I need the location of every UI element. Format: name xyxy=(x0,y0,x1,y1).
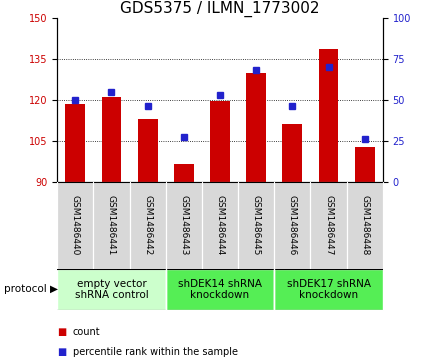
Text: GSM1486448: GSM1486448 xyxy=(360,195,369,255)
Bar xyxy=(129,182,166,269)
Bar xyxy=(57,182,93,269)
Bar xyxy=(274,182,311,269)
Bar xyxy=(238,182,274,269)
Bar xyxy=(274,269,383,310)
Text: GSM1486442: GSM1486442 xyxy=(143,195,152,255)
Text: shDEK17 shRNA
knockdown: shDEK17 shRNA knockdown xyxy=(286,279,370,300)
Bar xyxy=(166,269,274,310)
Text: shDEK14 shRNA
knockdown: shDEK14 shRNA knockdown xyxy=(178,279,262,300)
Bar xyxy=(66,104,85,182)
Text: empty vector
shRNA control: empty vector shRNA control xyxy=(75,279,148,300)
Text: ■: ■ xyxy=(57,347,66,357)
Bar xyxy=(282,125,302,182)
Bar xyxy=(166,182,202,269)
Text: count: count xyxy=(73,327,100,337)
Text: percentile rank within the sample: percentile rank within the sample xyxy=(73,347,238,357)
Text: ■: ■ xyxy=(57,327,66,337)
Bar xyxy=(319,49,338,182)
Bar xyxy=(174,164,194,182)
Bar xyxy=(57,269,166,310)
Text: GSM1486446: GSM1486446 xyxy=(288,195,297,255)
Text: GSM1486445: GSM1486445 xyxy=(252,195,260,255)
Bar xyxy=(246,73,266,182)
Bar xyxy=(210,101,230,182)
Text: GSM1486447: GSM1486447 xyxy=(324,195,333,255)
Bar xyxy=(93,182,129,269)
Text: protocol ▶: protocol ▶ xyxy=(4,285,59,294)
Bar xyxy=(102,97,121,182)
Bar xyxy=(202,182,238,269)
Text: GSM1486443: GSM1486443 xyxy=(180,195,188,255)
Text: GSM1486444: GSM1486444 xyxy=(216,195,224,255)
Title: GDS5375 / ILMN_1773002: GDS5375 / ILMN_1773002 xyxy=(120,1,320,17)
Text: GSM1486441: GSM1486441 xyxy=(107,195,116,255)
Bar xyxy=(347,182,383,269)
Text: GSM1486440: GSM1486440 xyxy=(71,195,80,255)
Bar xyxy=(138,119,158,182)
Bar xyxy=(355,147,375,182)
Bar xyxy=(311,182,347,269)
